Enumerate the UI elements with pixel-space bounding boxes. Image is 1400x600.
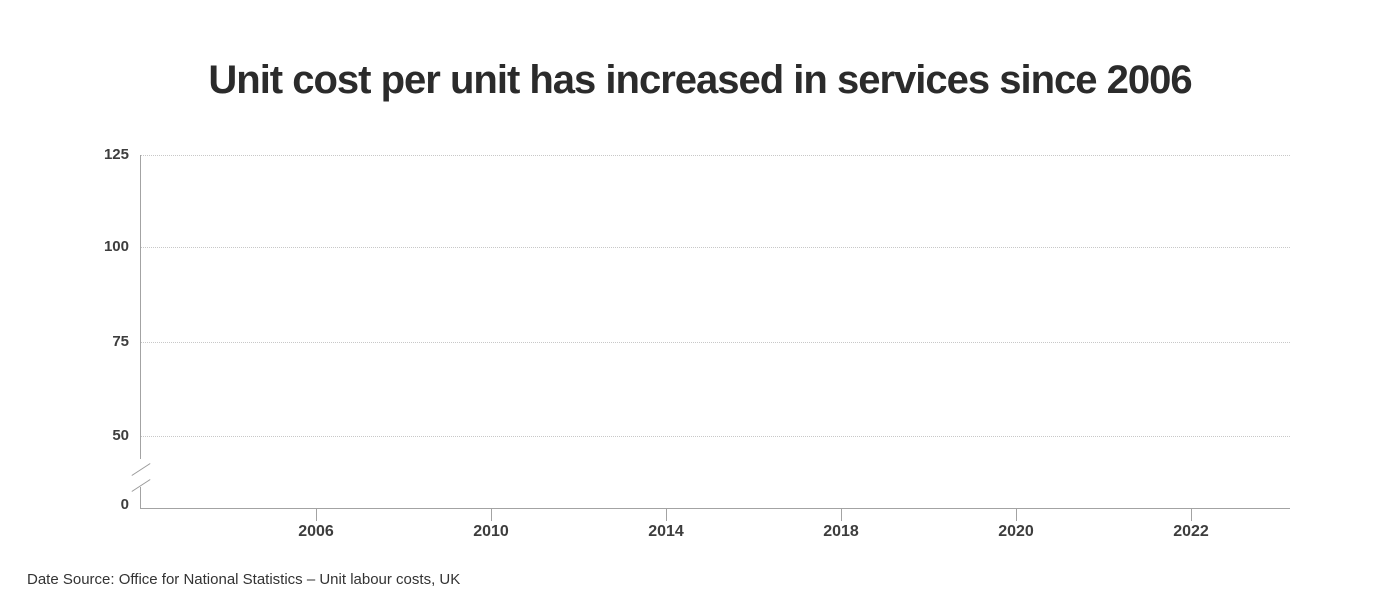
data-source-note: Date Source: Office for National Statist…: [27, 571, 461, 588]
x-tick-label: 2020: [998, 523, 1034, 540]
x-tick-mark-2018: [841, 509, 842, 521]
x-tick-mark-2014: [666, 509, 667, 521]
plot-area: 2006 2010 2014 2018 2020 2022: [140, 155, 1290, 540]
x-tick-label: 2018: [823, 523, 859, 540]
y-tick-label: 100: [103, 238, 129, 255]
gridline-100: [141, 247, 1290, 248]
gridline-125: [141, 155, 1290, 156]
x-tick-mark-2022: [1191, 509, 1192, 521]
y-axis-break-gap: [138, 459, 144, 487]
gridline-75: [141, 342, 1290, 343]
chart-title: Unit cost per unit has increased in serv…: [208, 58, 1192, 102]
x-tick-mark-2010: [491, 509, 492, 521]
y-tick-label: 50: [112, 427, 129, 444]
x-tick-label: 2022: [1173, 523, 1209, 540]
x-tick-label: 2006: [298, 523, 334, 540]
x-tick-label: 2014: [648, 523, 684, 540]
y-tick-label: 75: [112, 333, 129, 350]
gridline-50: [141, 436, 1290, 437]
y-tick-label: 0: [120, 496, 129, 513]
x-tick-mark-2020: [1016, 509, 1017, 521]
x-tick-label: 2010: [473, 523, 509, 540]
y-tick-label: 125: [103, 146, 129, 163]
x-tick-mark-2006: [316, 509, 317, 521]
